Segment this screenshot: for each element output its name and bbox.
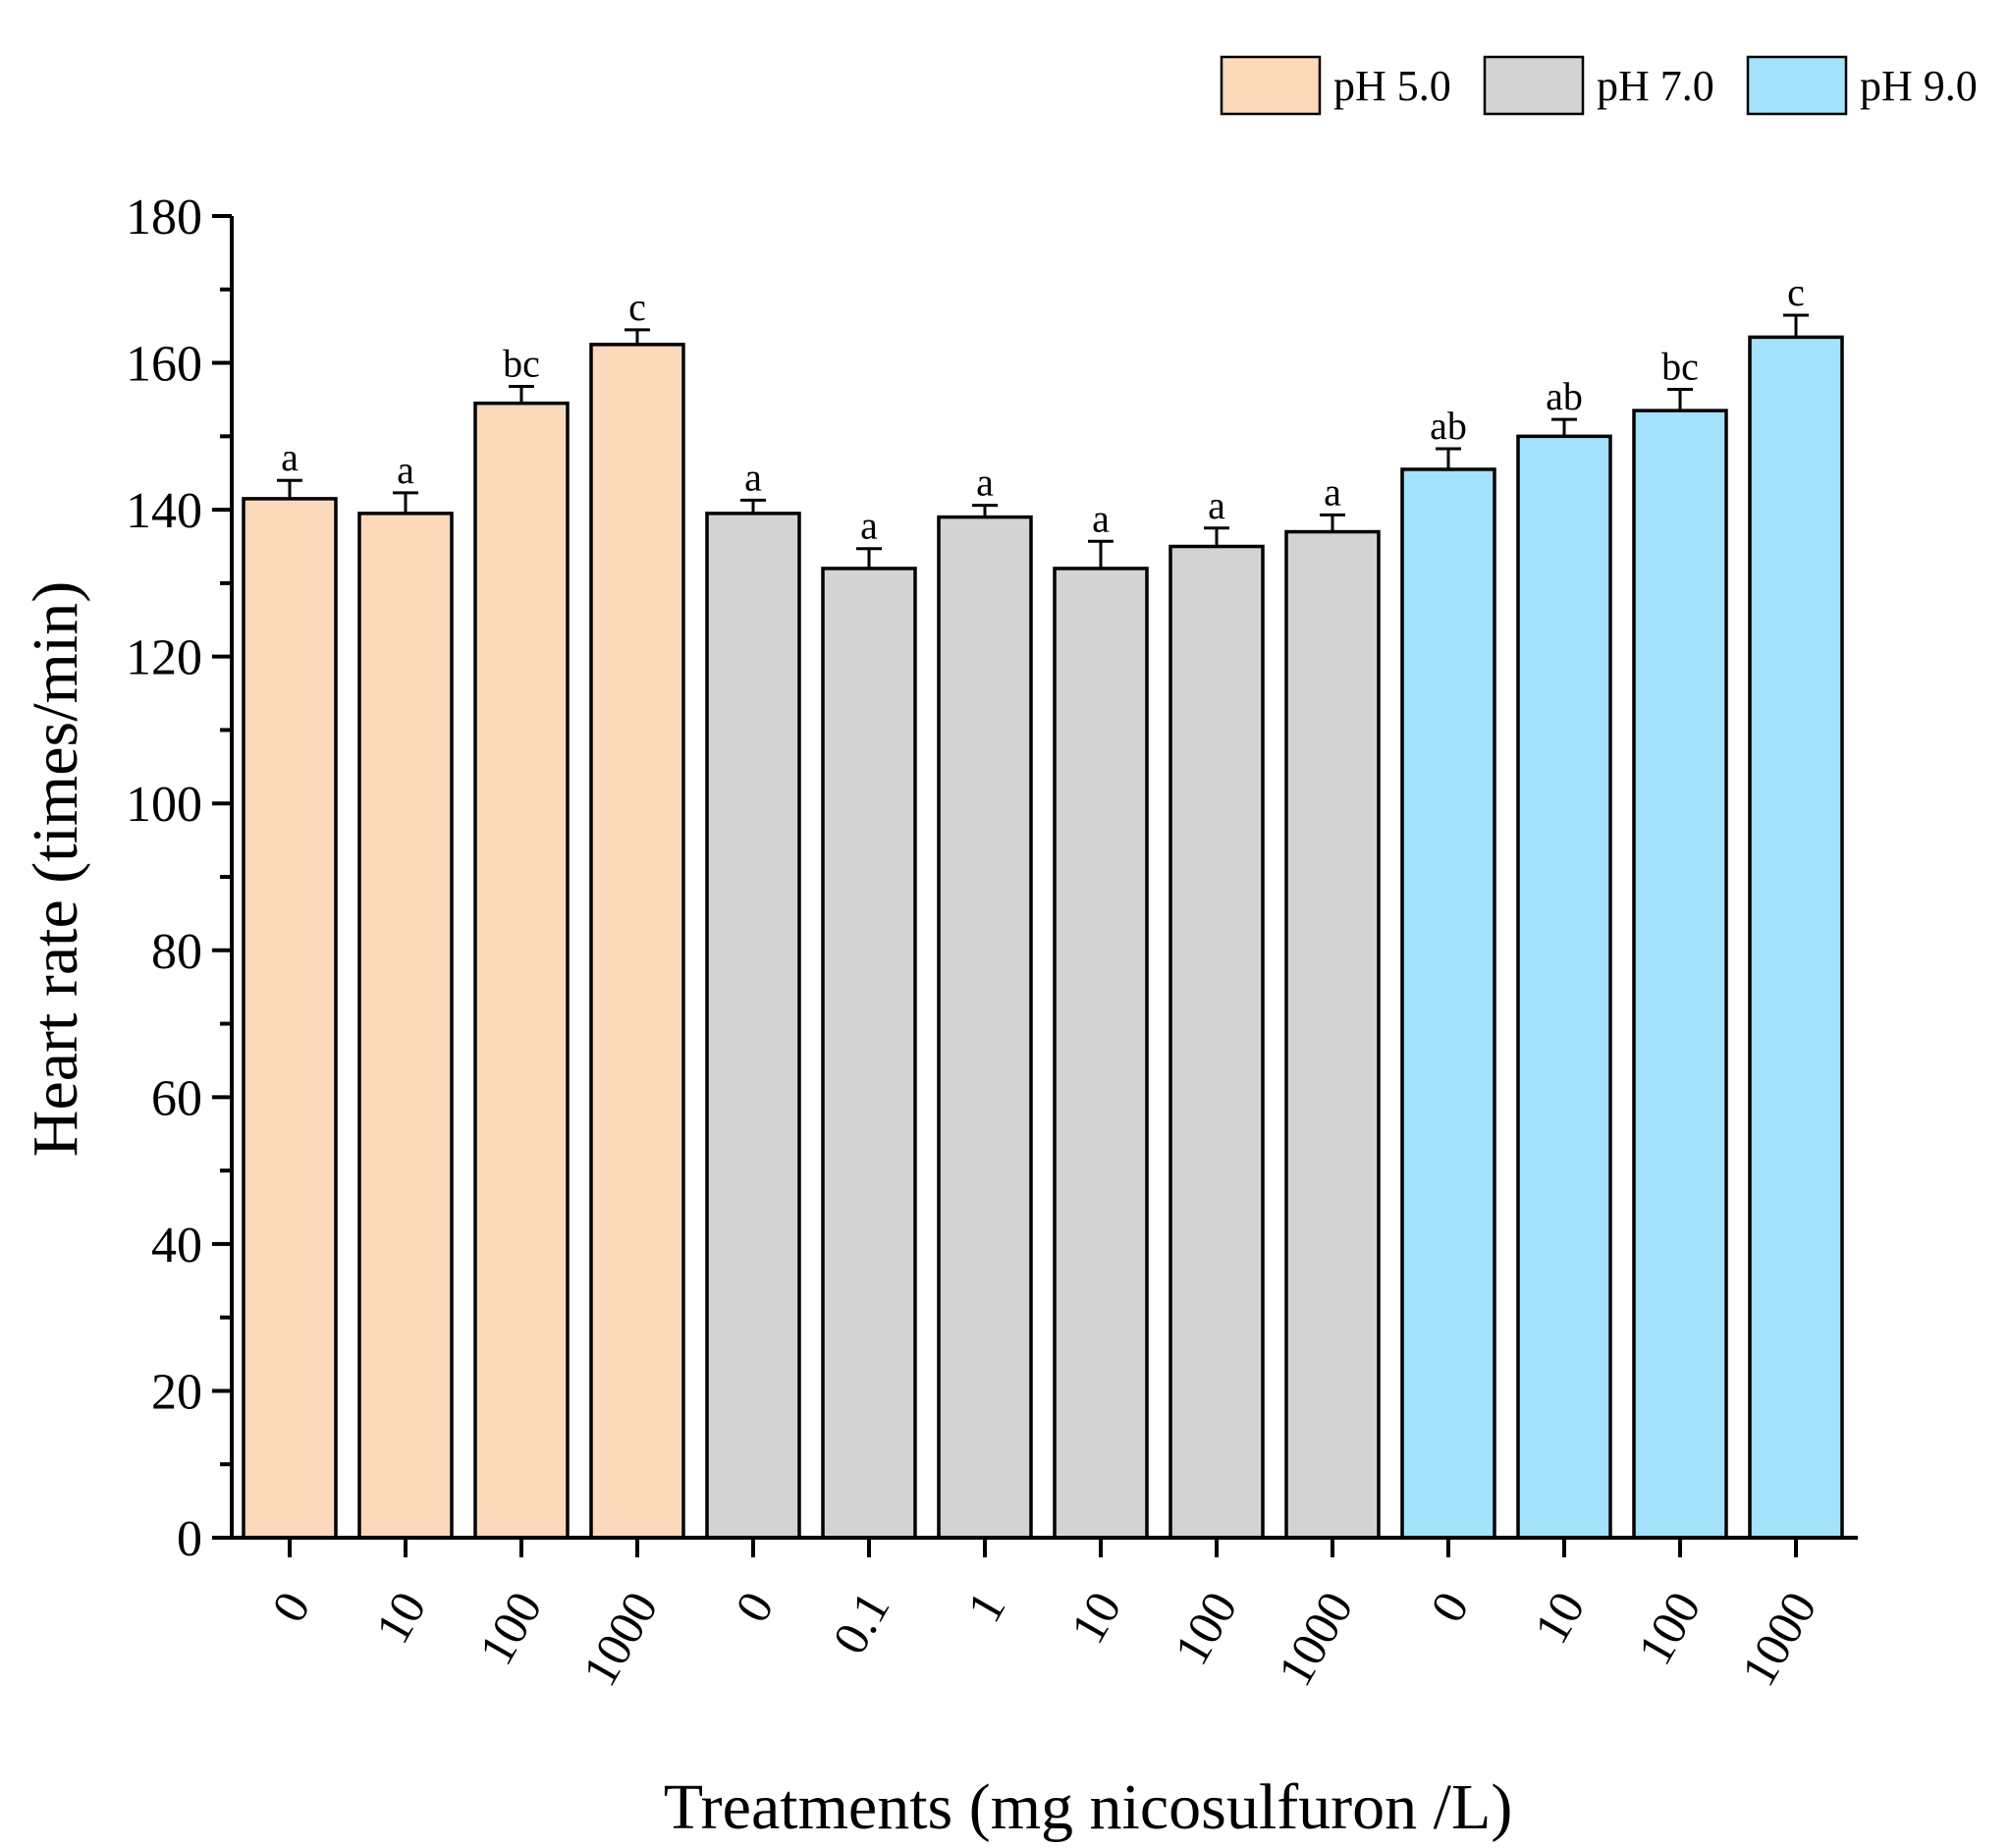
y-tick-label: 20 [151, 1364, 202, 1420]
x-tick-label: 1 [956, 1583, 1016, 1632]
bar [1748, 335, 1844, 1540]
y-tick-label: 180 [126, 190, 202, 245]
bar [1516, 434, 1612, 1540]
x-tick-label: 0 [1420, 1583, 1480, 1632]
x-tick-label: 0 [261, 1583, 321, 1632]
y-tick-label: 120 [126, 630, 202, 686]
bar-group [242, 335, 1844, 1540]
x-tick-label: 0 [725, 1583, 785, 1632]
significance-label: ab [1546, 374, 1583, 418]
legend: pH 5.0 pH 7.0 pH 9.0 [1220, 55, 1978, 116]
bar [473, 401, 570, 1540]
significance-label: bc [503, 341, 540, 385]
y-tick-label: 0 [177, 1511, 202, 1567]
x-tick-label: 0.1 [822, 1583, 900, 1663]
x-axis-title: Treatments (mg nicosulfuron /L) [664, 1771, 1513, 1843]
x-tick-label: 1000 [571, 1583, 668, 1696]
legend-label: pH 9.0 [1860, 62, 1978, 110]
bar [1053, 567, 1149, 1540]
x-tick-label: 1000 [1267, 1583, 1363, 1696]
significance-label: a [1208, 483, 1225, 527]
bar [1169, 544, 1265, 1540]
significance-label: ab [1430, 404, 1467, 448]
legend-swatch [1220, 55, 1322, 116]
error-bar-group [277, 313, 1809, 569]
significance-label: a [976, 461, 994, 505]
bar [1632, 408, 1728, 1540]
significance-label: bc [1661, 344, 1699, 388]
significance-label: c [1787, 270, 1805, 314]
significance-label-group: a a bc c a a a a a a ab ab bc c [281, 270, 1805, 548]
bar [357, 512, 454, 1540]
x-tick-label: 100 [1627, 1583, 1712, 1674]
bar [1284, 529, 1381, 1540]
significance-label: a [281, 435, 299, 479]
significance-label: a [744, 455, 762, 499]
y-tick-group: 0 20 40 60 80 100 120 140 160 180 [126, 190, 232, 1567]
x-tick-label: 1000 [1730, 1583, 1826, 1696]
y-tick-label: 100 [126, 777, 202, 833]
x-tick-label: 100 [468, 1583, 553, 1674]
x-tick-group: 0 10 100 1000 0 0.1 1 10 100 1000 0 10 100 1000 [261, 1538, 1827, 1695]
bar [705, 512, 801, 1540]
y-tick-label: 40 [151, 1218, 202, 1274]
bar [242, 497, 338, 1540]
significance-label: c [628, 285, 646, 329]
x-tick-label: 100 [1164, 1583, 1248, 1674]
bar [1400, 467, 1496, 1540]
y-tick-label: 60 [151, 1070, 202, 1126]
significance-label: a [1092, 496, 1110, 540]
x-tick-label: 10 [364, 1583, 436, 1653]
legend-swatch [1483, 55, 1585, 116]
y-tick-label: 160 [126, 337, 202, 393]
y-axis-title: Heart rate (times/min) [20, 581, 91, 1157]
significance-label: a [397, 448, 414, 492]
y-tick-label: 140 [126, 483, 202, 539]
significance-label: a [1324, 469, 1341, 514]
legend-swatch [1746, 55, 1848, 116]
bar [821, 567, 917, 1540]
legend-label: pH 5.0 [1333, 62, 1451, 110]
significance-label: a [860, 504, 878, 548]
bar [589, 343, 685, 1540]
bar [937, 515, 1033, 1540]
legend-label: pH 7.0 [1597, 62, 1714, 110]
x-tick-label: 10 [1523, 1583, 1595, 1653]
y-tick-label: 80 [151, 924, 202, 980]
x-tick-label: 10 [1060, 1583, 1131, 1653]
